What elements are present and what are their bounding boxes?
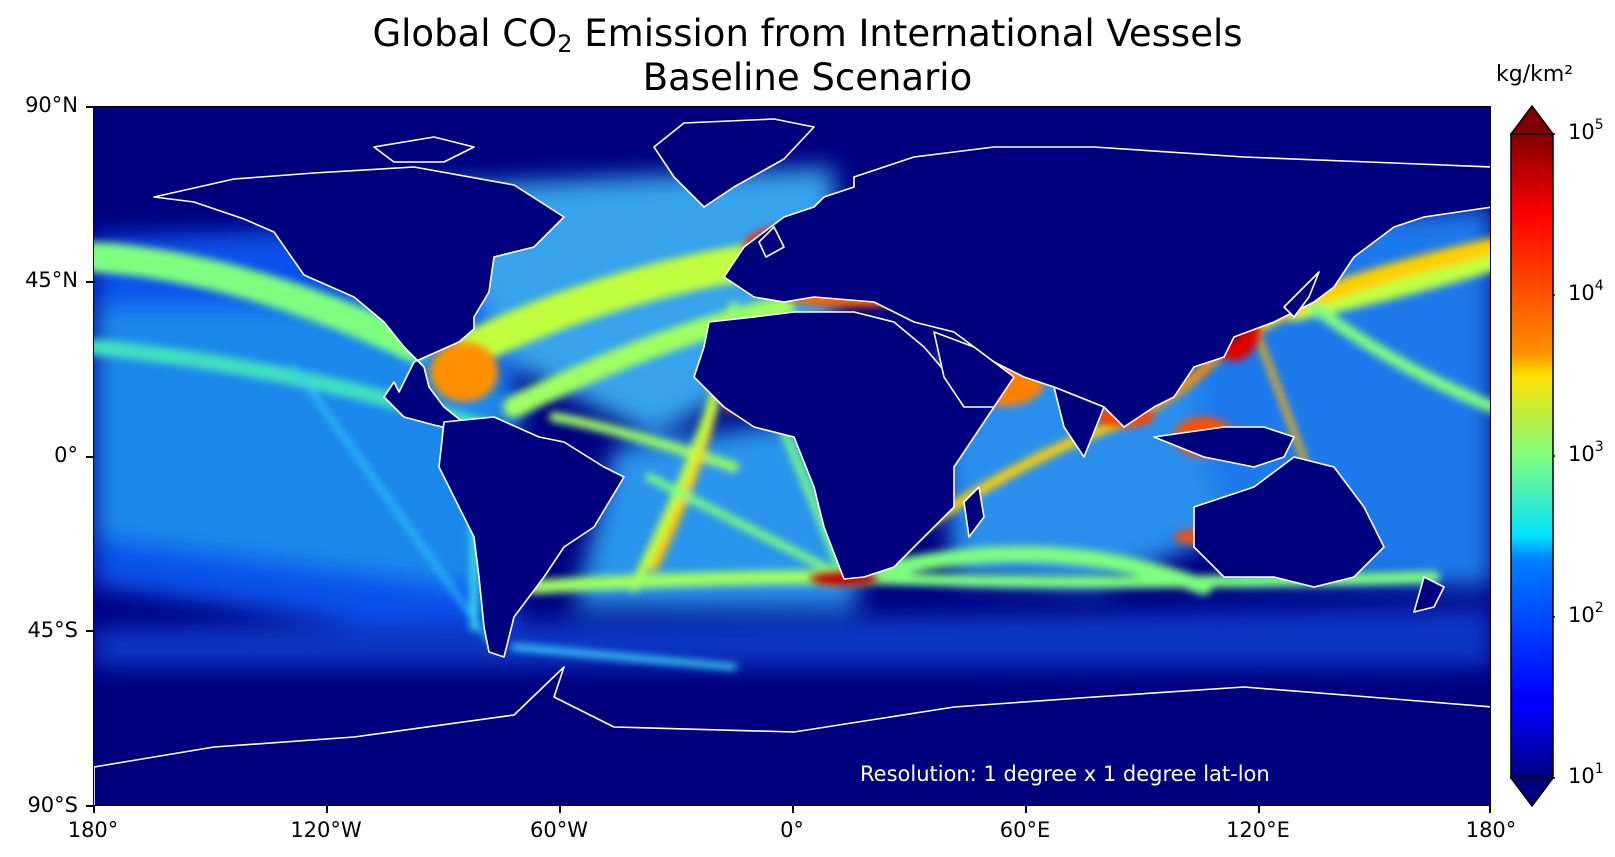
colorbar-gradient (1510, 133, 1554, 779)
x-tick-label: 60°E (999, 818, 1051, 842)
north-america (153, 166, 565, 438)
x-tick-label: 180° (67, 818, 119, 842)
y-tick-label: 45°S (27, 618, 78, 642)
x-tick-mark (1489, 806, 1491, 813)
y-tick-label: 90°N (25, 93, 78, 117)
colorbar-unit-label: kg/km² (1496, 62, 1574, 87)
uk (758, 226, 785, 258)
australia (1193, 456, 1385, 588)
y-tick-mark (86, 456, 93, 458)
x-tick-label: 180° (1465, 818, 1517, 842)
x-tick-label: 60°W (530, 818, 588, 842)
japan (1283, 271, 1320, 318)
colorbar-extend-top (1509, 104, 1555, 135)
africa (693, 311, 995, 580)
y-tick-mark (86, 805, 93, 807)
new-zealand (1413, 576, 1445, 613)
chart-title-line1: Global CO2 Emission from International V… (0, 12, 1615, 57)
colorbar (1509, 104, 1559, 808)
chart-title-line2: Baseline Scenario (642, 56, 973, 99)
madagascar (963, 486, 985, 538)
ocean-background-emissions (94, 167, 1490, 667)
x-tick-label: 120°W (290, 818, 362, 842)
y-tick-mark (86, 630, 93, 632)
arctic-islands (373, 136, 475, 163)
colorbar-extend-bottom (1509, 777, 1555, 808)
colorbar-tick-label: 105 (1568, 117, 1604, 144)
colorbar-tick-label: 101 (1568, 761, 1604, 788)
colorbar-tick-label: 104 (1568, 278, 1604, 305)
south-america (438, 416, 625, 658)
x-tick-label: 120°E (1226, 818, 1290, 842)
y-tick-mark (86, 106, 93, 108)
x-tick-mark (1258, 806, 1260, 813)
emission-map (93, 106, 1491, 806)
y-tick-label: 45°N (25, 268, 78, 292)
colorbar-tick-label: 103 (1568, 439, 1604, 466)
x-tick-label: 0° (780, 818, 804, 842)
indonesia (1153, 426, 1295, 468)
y-tick-label: 0° (54, 443, 78, 467)
title-text-post: Emission from International Vessels (572, 12, 1243, 55)
x-tick-mark (93, 806, 95, 813)
landmasses (94, 118, 1490, 805)
x-tick-mark (326, 806, 328, 813)
x-tick-mark (1025, 806, 1027, 813)
eurasia (723, 146, 1490, 428)
y-tick-label: 90°S (27, 793, 78, 817)
arabian-peninsula (933, 331, 1015, 408)
x-tick-mark (792, 806, 794, 813)
x-tick-mark (559, 806, 561, 813)
indian-subcontinent (1053, 386, 1105, 458)
title-subscript: 2 (557, 30, 573, 58)
resolution-annotation: Resolution: 1 degree x 1 degree lat-lon (860, 762, 1270, 786)
colorbar-tick-label: 102 (1568, 600, 1604, 627)
greenland (653, 118, 815, 208)
y-tick-mark (86, 281, 93, 283)
antarctica (94, 666, 1490, 805)
title-text-pre: Global CO (372, 12, 558, 55)
